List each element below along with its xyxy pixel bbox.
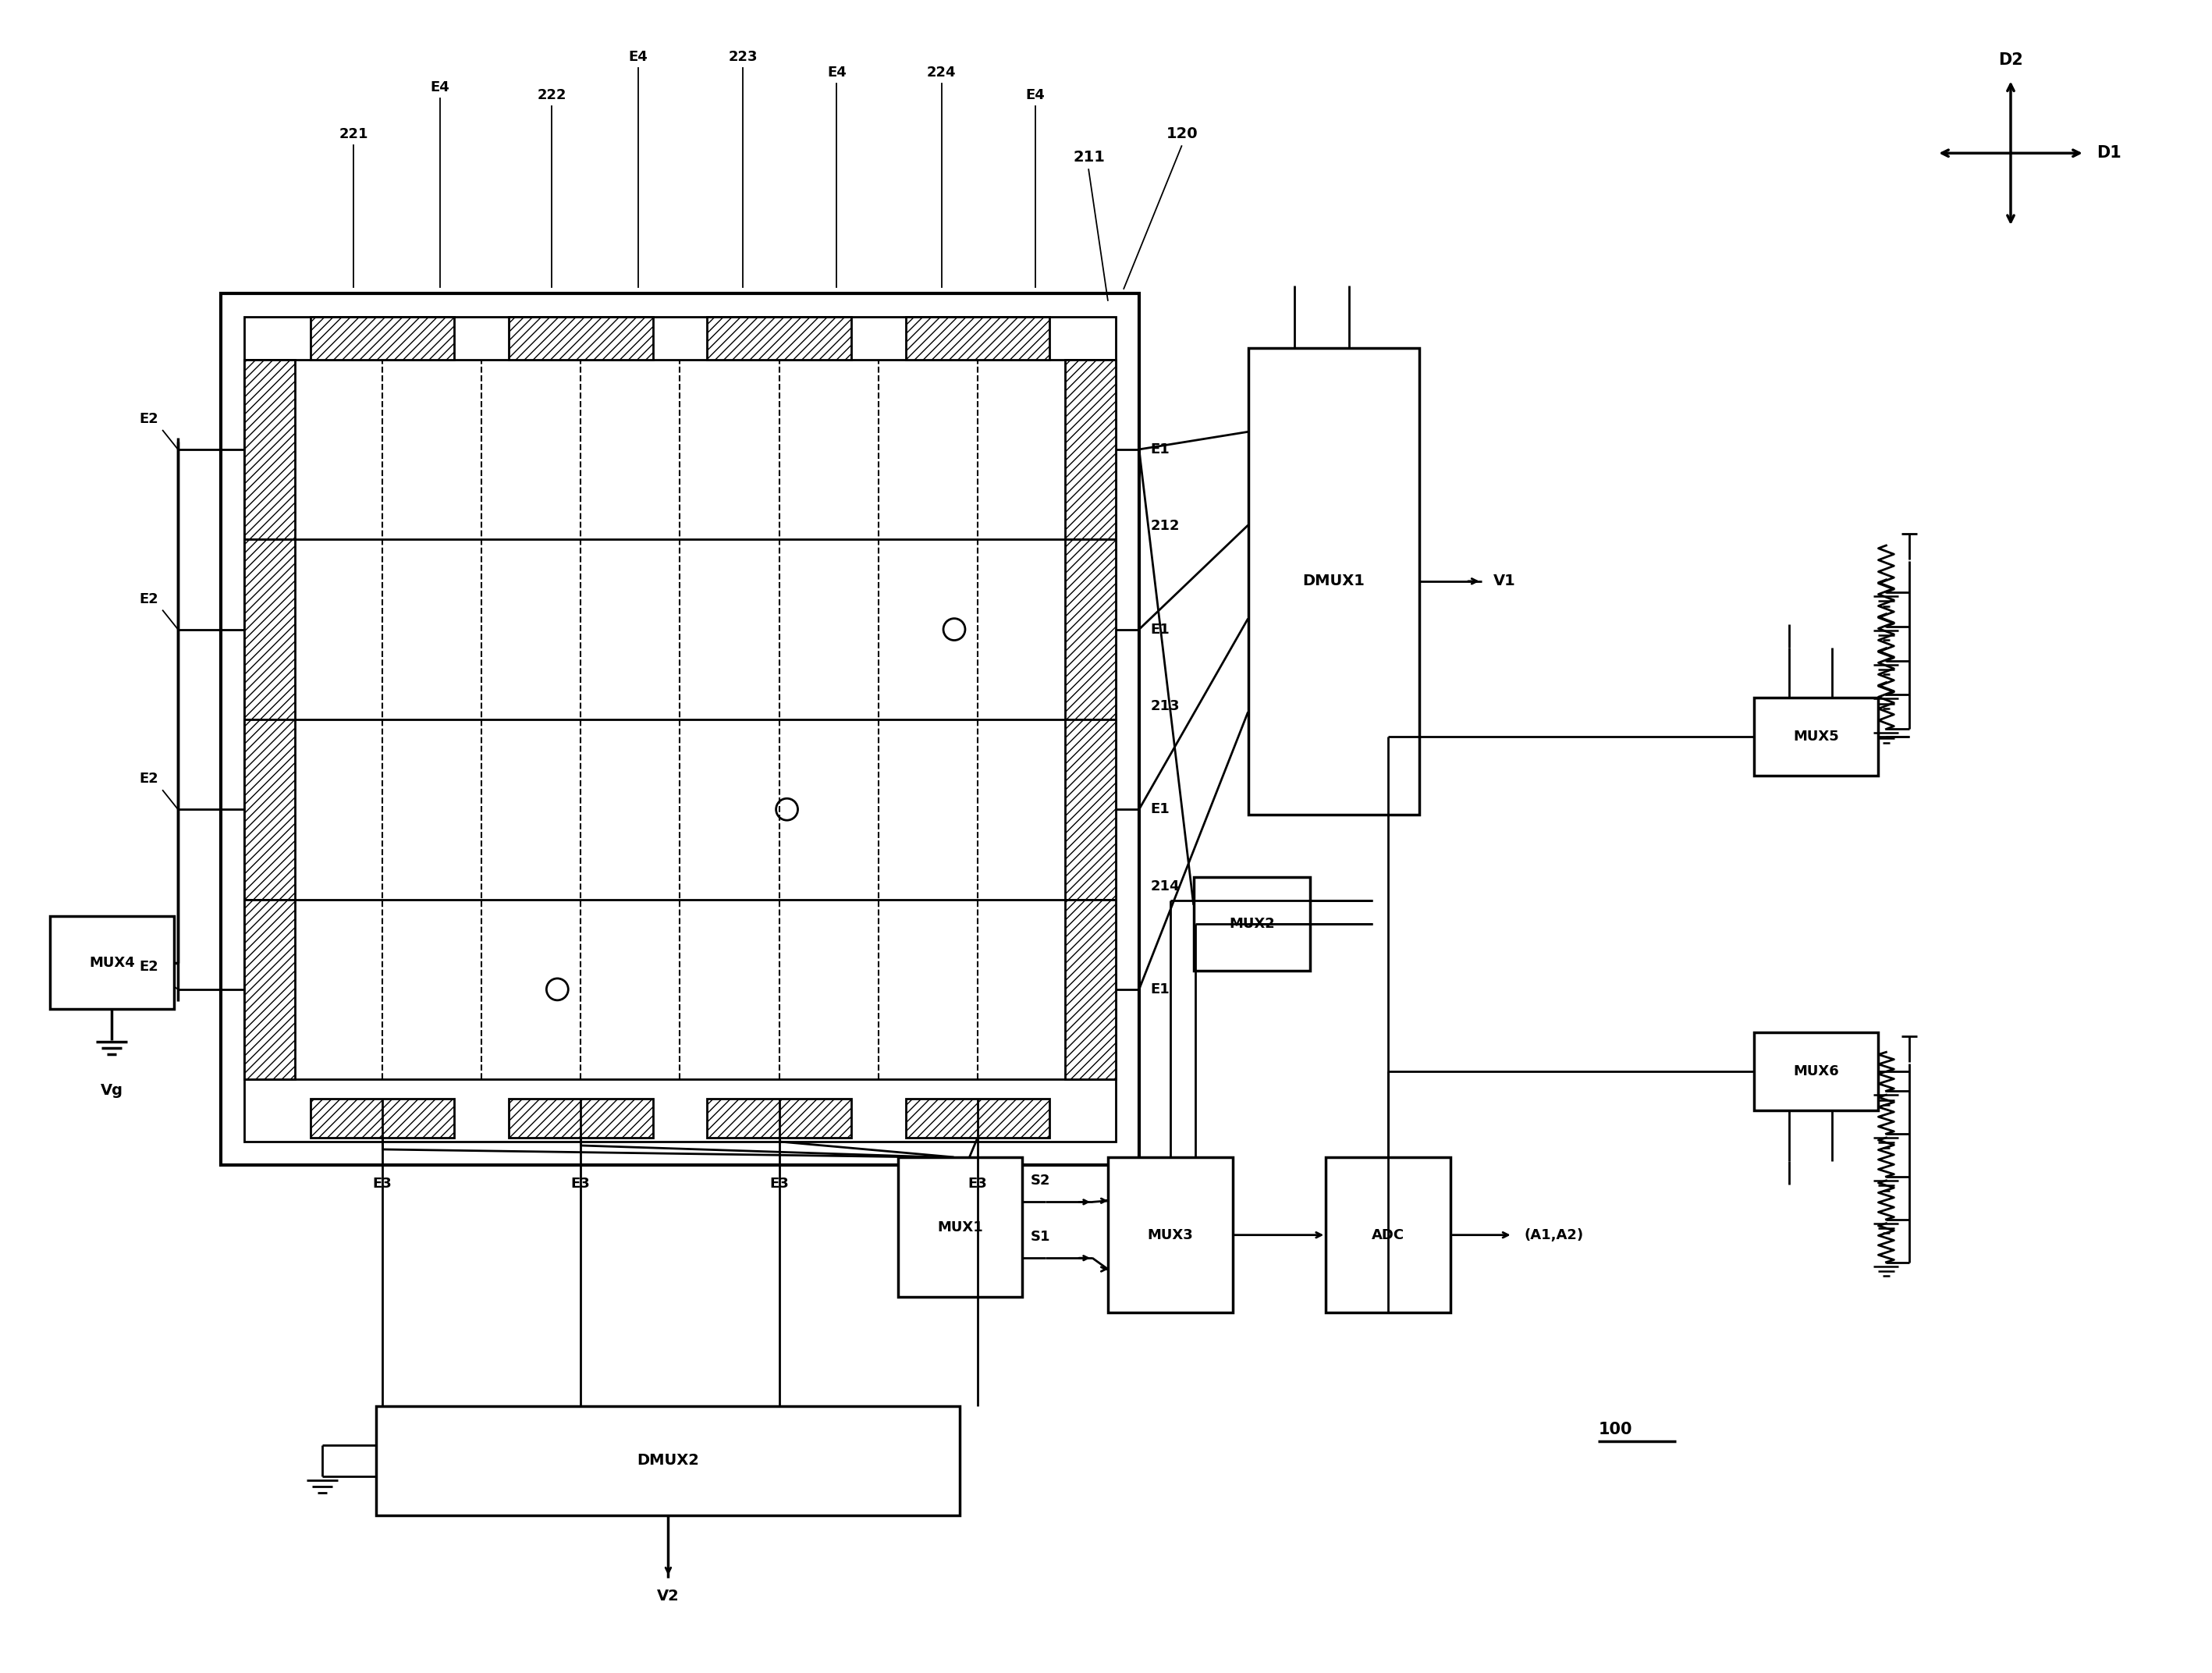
Bar: [310, 316, 453, 360]
Text: E2: E2: [139, 960, 159, 974]
Text: V2: V2: [657, 1589, 679, 1604]
Bar: [376, 1407, 960, 1516]
Bar: [1754, 698, 1878, 776]
Text: MUX1: MUX1: [938, 1220, 982, 1235]
Text: 211: 211: [1073, 151, 1104, 166]
Text: MUX4: MUX4: [88, 955, 135, 970]
Bar: [898, 1158, 1022, 1297]
Text: 223: 223: [728, 50, 759, 64]
Bar: [243, 719, 294, 900]
Bar: [509, 316, 653, 360]
Text: E1: E1: [1150, 442, 1170, 457]
Bar: [221, 293, 1139, 1164]
Bar: [1066, 360, 1115, 539]
Text: V1: V1: [1493, 574, 1515, 589]
Bar: [243, 316, 1115, 1141]
Bar: [905, 1099, 1048, 1138]
Text: 213: 213: [1150, 699, 1179, 713]
Text: DMUX2: DMUX2: [637, 1454, 699, 1469]
Text: DMUX1: DMUX1: [1303, 574, 1365, 589]
Text: Vg: Vg: [100, 1082, 124, 1097]
Text: 222: 222: [538, 89, 566, 102]
Text: 120: 120: [1166, 127, 1199, 142]
Text: E4: E4: [1026, 89, 1044, 102]
Text: E2: E2: [139, 412, 159, 427]
Text: MUX6: MUX6: [1794, 1064, 1838, 1079]
Text: ADC: ADC: [1371, 1228, 1405, 1241]
Text: MUX2: MUX2: [1230, 917, 1274, 930]
Text: E3: E3: [770, 1176, 790, 1191]
Bar: [1754, 1032, 1878, 1111]
Bar: [1066, 719, 1115, 900]
Bar: [243, 539, 294, 719]
Text: S2: S2: [1031, 1174, 1051, 1188]
Bar: [1108, 1158, 1232, 1313]
Text: 212: 212: [1150, 519, 1179, 534]
Text: E4: E4: [429, 80, 449, 95]
Text: 224: 224: [927, 65, 956, 79]
Text: MUX5: MUX5: [1794, 729, 1838, 744]
Text: E3: E3: [571, 1176, 591, 1191]
Text: MUX3: MUX3: [1148, 1228, 1192, 1241]
Bar: [1248, 348, 1420, 815]
Bar: [905, 316, 1048, 360]
Bar: [243, 360, 294, 539]
Bar: [310, 1099, 453, 1138]
Text: E1: E1: [1150, 622, 1170, 636]
Bar: [49, 915, 175, 1009]
Text: E4: E4: [827, 65, 847, 79]
Text: E4: E4: [628, 50, 648, 64]
Text: E3: E3: [372, 1176, 392, 1191]
Bar: [243, 900, 294, 1079]
Text: D1: D1: [2097, 146, 2121, 161]
Text: E1: E1: [1150, 982, 1170, 997]
Bar: [1066, 539, 1115, 719]
Bar: [708, 316, 852, 360]
Text: 100: 100: [1599, 1422, 1632, 1437]
Text: E1: E1: [1150, 803, 1170, 816]
Text: (A1,A2): (A1,A2): [1524, 1228, 1584, 1241]
Text: E2: E2: [139, 771, 159, 786]
Text: 214: 214: [1150, 878, 1179, 893]
Bar: [1325, 1158, 1451, 1313]
Text: E3: E3: [969, 1176, 987, 1191]
Bar: [1066, 900, 1115, 1079]
Bar: [509, 1099, 653, 1138]
Text: E2: E2: [139, 592, 159, 606]
Text: 221: 221: [338, 127, 367, 142]
Text: D2: D2: [1997, 52, 2024, 67]
Bar: [1194, 877, 1310, 970]
Bar: [708, 1099, 852, 1138]
Text: S1: S1: [1031, 1230, 1051, 1245]
